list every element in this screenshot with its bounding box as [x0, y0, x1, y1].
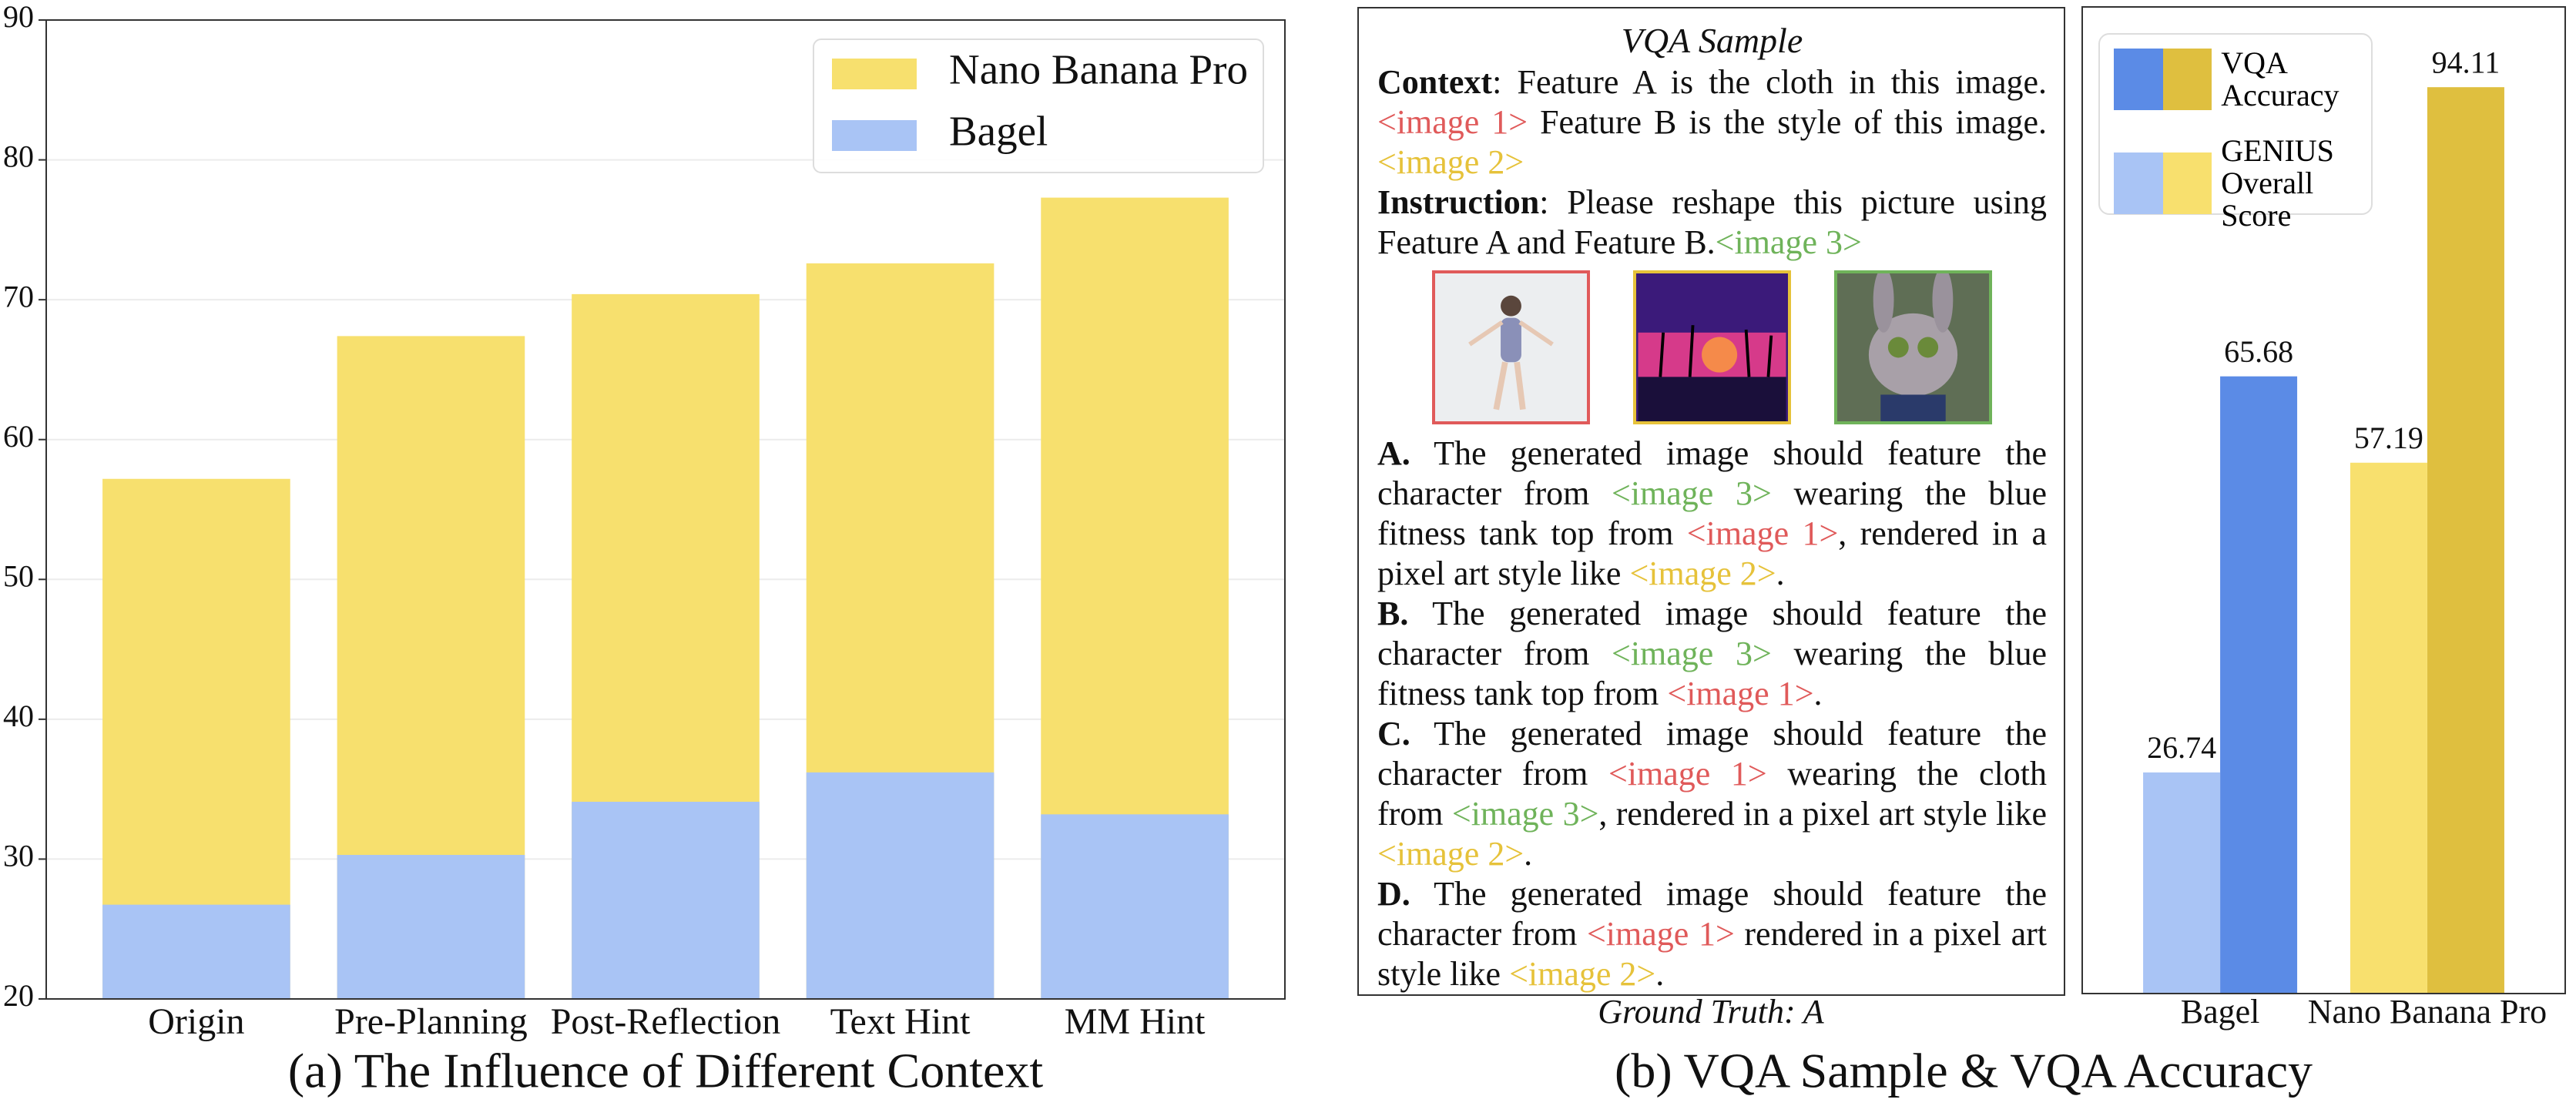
value-label: 94.11	[2432, 45, 2501, 79]
text-segment: .	[1524, 835, 1533, 873]
text-segment: wearing the blue fitness tank top from	[1377, 635, 2047, 712]
text-segment: The generated image should feature the c…	[1377, 595, 2047, 672]
legend-swatch	[2114, 152, 2163, 214]
bar	[806, 772, 995, 999]
image-row	[1377, 270, 2047, 424]
option: B. The generated image should feature th…	[1377, 594, 2047, 714]
text-segment: , rendered in a pixel art style like	[1598, 795, 2047, 833]
bar	[2427, 87, 2504, 994]
text-segment: <image 3>	[1612, 635, 1772, 672]
text-segment: Feature B is the style of this image.	[1528, 103, 2048, 141]
instruction: Instruction: Please reshape this picture…	[1377, 183, 2047, 263]
y-tick-label: 60	[3, 419, 34, 454]
text-segment: The generated image should feature the c…	[1377, 875, 2047, 953]
text-segment: <image 1>	[1608, 755, 1767, 793]
text-segment: : Feature A is the cloth in this image.	[1492, 63, 2047, 101]
x-tick-label: Text Hint	[830, 1001, 971, 1042]
option: A. The generated image should feature th…	[1377, 434, 2047, 594]
instruction-label: Instruction	[1377, 183, 1540, 221]
x-tick-label: Post-Reflection	[551, 1001, 781, 1042]
text-segment: .	[1655, 955, 1665, 993]
text-segment: The generated image should feature the c…	[1377, 715, 2047, 793]
y-tick-label: 30	[3, 839, 34, 873]
x-tick-label: Nano Banana Pro	[2308, 993, 2547, 1031]
bar	[2350, 462, 2427, 994]
legend-swatch	[2162, 49, 2212, 110]
plot-frame	[2081, 6, 2566, 994]
context: Context: Feature A is the cloth in this …	[1377, 62, 2047, 183]
text-segment: <image 1>	[1667, 675, 1814, 712]
legend-swatch	[832, 59, 917, 89]
plot-frame	[45, 19, 1286, 1000]
option-label: D.	[1377, 875, 1410, 913]
x-tick-label: Pre-Planning	[334, 1001, 528, 1042]
text-segment: The generated image should feature the c…	[1377, 434, 2047, 512]
y-tick-label: 40	[3, 699, 34, 733]
text-segment: wearing the blue fitness tank top from	[1377, 474, 2047, 552]
bar	[337, 854, 525, 999]
context-label: Context	[1377, 63, 1493, 101]
text-segment: .	[1813, 675, 1823, 712]
text-segment: : Please reshape this picture using Feat…	[1377, 183, 2047, 261]
text-segment: <image 2>	[1377, 835, 1524, 873]
image-2	[1633, 270, 1791, 424]
legend-entry: GENIUS Overall Score	[2114, 135, 2357, 232]
ground-truth: Ground Truth: A	[1598, 993, 1825, 1031]
bar	[102, 904, 290, 999]
caption: (b) VQA Sample & VQA Accuracy	[1615, 1044, 2313, 1098]
y-tick-label: 50	[3, 558, 34, 593]
text-segment: , rendered in a pixel art style like	[1377, 514, 2047, 592]
option: D. The generated image should feature th…	[1377, 874, 2047, 994]
option: C. The generated image should feature th…	[1377, 714, 2047, 874]
option-label: B.	[1377, 595, 1409, 632]
text-segment: <image 3>	[1715, 223, 1862, 261]
legend-label: VQA Accuracy	[2221, 45, 2340, 112]
text-segment: <image 2>	[1509, 955, 1656, 993]
text-segment: <image 1>	[1686, 514, 1839, 552]
y-tick-label: 90	[3, 0, 34, 34]
y-tick-label: 70	[3, 279, 34, 313]
value-label: 57.19	[2354, 421, 2423, 455]
image-1	[1432, 270, 1590, 424]
text-segment: <image 2>	[1377, 143, 1524, 181]
y-tick-label: 20	[3, 978, 34, 1013]
bar	[2220, 376, 2298, 994]
vqa-title: VQA Sample	[1621, 21, 1803, 60]
text-segment: <image 3>	[1612, 474, 1772, 512]
x-tick-label: MM Hint	[1065, 1001, 1206, 1042]
chart-title: (a) The Influence of Different Context	[288, 1044, 1044, 1098]
bar	[2143, 772, 2221, 994]
legend-swatch	[832, 120, 917, 151]
y-tick-label: 80	[3, 139, 34, 174]
legend-swatch	[2114, 49, 2163, 110]
option-label: A.	[1377, 434, 1410, 472]
options: A. The generated image should feature th…	[1377, 434, 2047, 994]
bar	[572, 801, 760, 999]
x-tick-label: Bagel	[2181, 993, 2260, 1031]
text-segment: <image 3>	[1451, 795, 1599, 833]
vqa-sample-panel: VQA Sample Context: Feature A is the clo…	[1357, 7, 2065, 996]
text-segment: wearing the cloth from	[1377, 755, 2047, 833]
text-segment: <image 2>	[1629, 555, 1776, 592]
value-label: 26.74	[2147, 730, 2216, 765]
text-segment: <image 1>	[1586, 915, 1735, 953]
legend-frame	[813, 39, 1264, 173]
legend-label: GENIUS Overall Score	[2221, 133, 2334, 233]
legend-entry: VQA Accuracy	[2114, 47, 2357, 112]
image-3	[1834, 270, 1992, 424]
legend-label: Bagel	[949, 108, 1048, 155]
x-tick-label: Origin	[148, 1001, 244, 1042]
text-segment: .	[1776, 555, 1785, 592]
bar	[1041, 814, 1229, 999]
value-label: 65.68	[2224, 334, 2293, 369]
legend-label: Nano Banana Pro	[949, 46, 1248, 93]
option-label: C.	[1377, 715, 1410, 752]
legend: VQA Accuracy GENIUS Overall Score	[2098, 33, 2373, 232]
text-segment: rendered in a pixel art style like	[1377, 915, 2047, 993]
text-segment: <image 1>	[1377, 103, 1528, 141]
legend: Nano Banana Pro Bagel	[813, 39, 1264, 173]
legend-swatch	[2162, 152, 2212, 214]
